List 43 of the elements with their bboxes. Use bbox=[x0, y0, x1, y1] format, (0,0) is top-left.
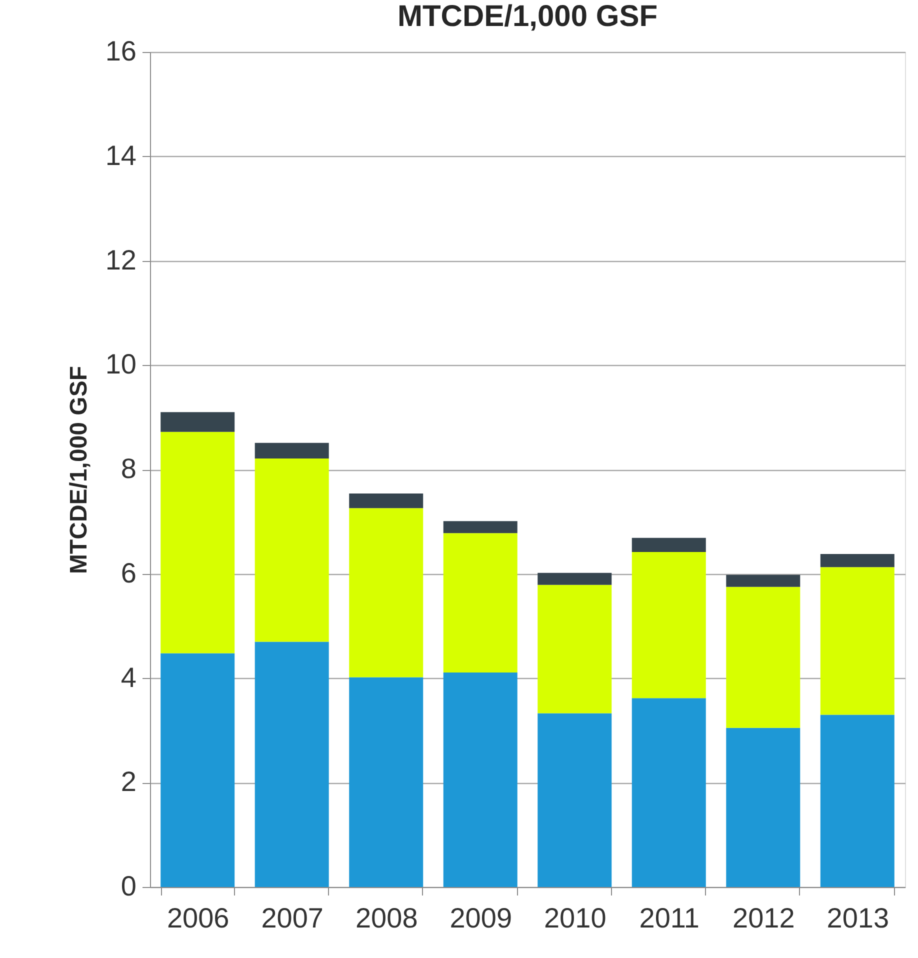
bar bbox=[632, 552, 706, 698]
bar bbox=[160, 412, 235, 432]
bar bbox=[726, 586, 800, 728]
y-tick-label: 0 bbox=[120, 870, 136, 902]
bar bbox=[632, 538, 706, 552]
bar bbox=[254, 458, 329, 642]
y-tick-label: 14 bbox=[105, 140, 136, 171]
x-tick-label: 2006 bbox=[166, 902, 230, 934]
bar bbox=[632, 698, 706, 887]
bar bbox=[443, 533, 518, 673]
x-tick-label: 2010 bbox=[544, 902, 606, 934]
x-tick-label: 2009 bbox=[450, 902, 512, 934]
bar bbox=[726, 728, 800, 887]
bar bbox=[538, 572, 612, 585]
x-tick-label: 2013 bbox=[826, 902, 890, 934]
bar bbox=[349, 494, 424, 508]
y-tick-label: 4 bbox=[120, 662, 136, 693]
y-axis-title: MTCDE/1,000 GSF bbox=[65, 366, 92, 574]
bar bbox=[443, 521, 518, 534]
bar bbox=[820, 567, 894, 715]
chart-title: MTCDE/1,000 GSF bbox=[397, 0, 658, 33]
bar bbox=[538, 584, 612, 714]
bar bbox=[254, 642, 329, 887]
bar bbox=[160, 432, 235, 654]
bar bbox=[349, 677, 424, 887]
x-tick-label: 2007 bbox=[261, 902, 324, 934]
y-tick-label: 6 bbox=[120, 557, 136, 588]
bar bbox=[820, 554, 894, 568]
bar bbox=[538, 713, 612, 887]
x-tick-label: 2008 bbox=[355, 902, 418, 934]
y-tick-label: 16 bbox=[105, 36, 136, 66]
y-tick-label: 12 bbox=[105, 244, 136, 276]
x-tick-label: 2012 bbox=[732, 902, 795, 934]
y-tick-label: 2 bbox=[120, 766, 136, 798]
bar bbox=[443, 672, 518, 887]
bar bbox=[726, 574, 800, 587]
bar bbox=[349, 508, 424, 678]
y-tick-label: 8 bbox=[120, 453, 136, 484]
bar bbox=[820, 714, 894, 887]
bar bbox=[254, 442, 329, 459]
bar bbox=[160, 653, 235, 887]
x-tick-label: 2011 bbox=[639, 902, 700, 934]
y-tick-label: 10 bbox=[105, 348, 136, 380]
